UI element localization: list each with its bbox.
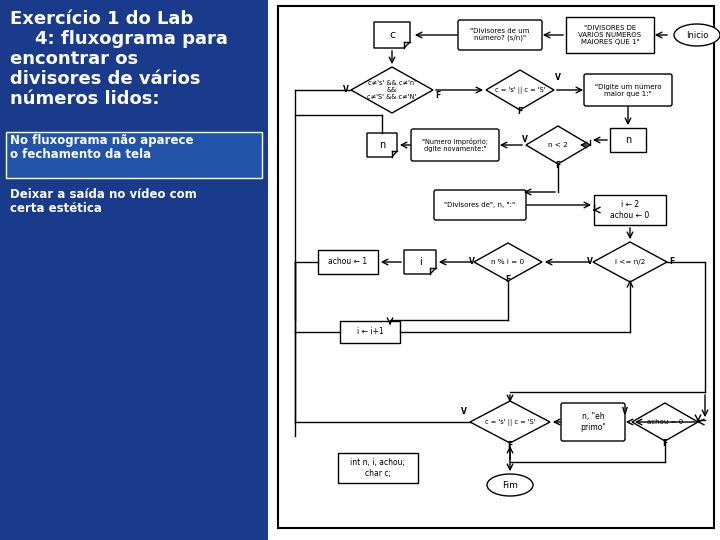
Bar xyxy=(318,250,378,274)
Text: Deixar a saída no vídeo com: Deixar a saída no vídeo com xyxy=(10,188,197,201)
FancyBboxPatch shape xyxy=(434,190,526,220)
Text: F: F xyxy=(555,161,561,171)
Bar xyxy=(6,132,262,178)
Bar xyxy=(610,128,646,152)
Text: V: V xyxy=(622,408,628,416)
Text: n < 2: n < 2 xyxy=(548,142,568,148)
Ellipse shape xyxy=(487,474,533,496)
Text: No fluxograma não aparece: No fluxograma não aparece xyxy=(10,134,194,147)
Text: V: V xyxy=(587,258,593,267)
Text: n: n xyxy=(379,140,385,150)
Text: 4: fluxograma para: 4: fluxograma para xyxy=(10,30,228,48)
Polygon shape xyxy=(486,70,554,110)
Text: achou = 0: achou = 0 xyxy=(647,419,683,425)
Text: Exercício 1 do Lab: Exercício 1 do Lab xyxy=(10,10,193,28)
Text: achou ← 1: achou ← 1 xyxy=(328,258,368,267)
Text: V: V xyxy=(343,85,349,94)
Text: F: F xyxy=(670,258,675,267)
Text: Inicio: Inicio xyxy=(686,30,708,39)
Polygon shape xyxy=(351,67,433,113)
Polygon shape xyxy=(404,250,436,274)
Text: Fim: Fim xyxy=(502,481,518,489)
Polygon shape xyxy=(632,403,698,441)
Text: V: V xyxy=(555,73,561,83)
Polygon shape xyxy=(474,243,542,281)
Text: i: i xyxy=(418,257,421,267)
Polygon shape xyxy=(374,22,410,48)
Polygon shape xyxy=(367,133,397,157)
Bar xyxy=(594,195,666,225)
Text: F: F xyxy=(436,91,441,99)
Text: divisores de vários: divisores de vários xyxy=(10,70,200,88)
Bar xyxy=(340,321,400,343)
Text: encontrar os: encontrar os xyxy=(10,50,138,68)
Text: números lidos:: números lidos: xyxy=(10,90,160,108)
FancyBboxPatch shape xyxy=(458,20,542,50)
Text: certa estética: certa estética xyxy=(10,202,102,215)
Text: i ← i+1: i ← i+1 xyxy=(356,327,383,336)
Text: int n, i, achou;
char c;: int n, i, achou; char c; xyxy=(351,458,405,478)
Text: n, "eh
primo": n, "eh primo" xyxy=(580,413,606,431)
FancyBboxPatch shape xyxy=(561,403,625,441)
Text: o fechamento da tela: o fechamento da tela xyxy=(10,148,151,161)
Text: V: V xyxy=(461,408,467,416)
Text: F: F xyxy=(518,107,523,117)
Polygon shape xyxy=(0,0,268,540)
FancyBboxPatch shape xyxy=(411,129,499,161)
Text: F: F xyxy=(505,275,510,285)
Text: n % i = 0: n % i = 0 xyxy=(492,259,525,265)
Polygon shape xyxy=(593,242,667,282)
Text: c = 's' || c = 'S': c = 's' || c = 'S' xyxy=(485,418,535,426)
Text: c≠'s' && c≠'n'
&&
c≠'S' && c≠'N': c≠'s' && c≠'n' && c≠'S' && c≠'N' xyxy=(367,80,417,100)
Text: "Divisores de um
número? (s/n)": "Divisores de um número? (s/n)" xyxy=(470,28,530,42)
FancyBboxPatch shape xyxy=(584,74,672,106)
Polygon shape xyxy=(470,401,550,443)
Ellipse shape xyxy=(674,24,720,46)
Text: "Digite um número
maior que 1:": "Digite um número maior que 1:" xyxy=(595,83,661,97)
Bar xyxy=(566,17,654,53)
Text: i ← 2
achou ← 0: i ← 2 achou ← 0 xyxy=(611,200,649,220)
Polygon shape xyxy=(526,126,590,164)
Text: "DIVISORES DE
VARIOS NUMEROS
MAIORES QUE 1": "DIVISORES DE VARIOS NUMEROS MAIORES QUE… xyxy=(578,25,642,45)
Bar xyxy=(338,453,418,483)
Text: F: F xyxy=(508,441,513,449)
Text: n: n xyxy=(625,135,631,145)
Bar xyxy=(278,6,714,528)
Text: "Numero impróprio;
dgite novamente:": "Numero impróprio; dgite novamente:" xyxy=(422,138,488,152)
Text: c: c xyxy=(389,30,395,40)
Text: i <= n/2: i <= n/2 xyxy=(615,259,645,265)
Text: V: V xyxy=(522,136,528,145)
Text: F: F xyxy=(662,438,667,448)
Text: c = 's' || c = 'S': c = 's' || c = 'S' xyxy=(495,86,545,93)
Text: V: V xyxy=(469,258,475,267)
Text: "Divisores de", n, ":": "Divisores de", n, ":" xyxy=(444,202,516,208)
